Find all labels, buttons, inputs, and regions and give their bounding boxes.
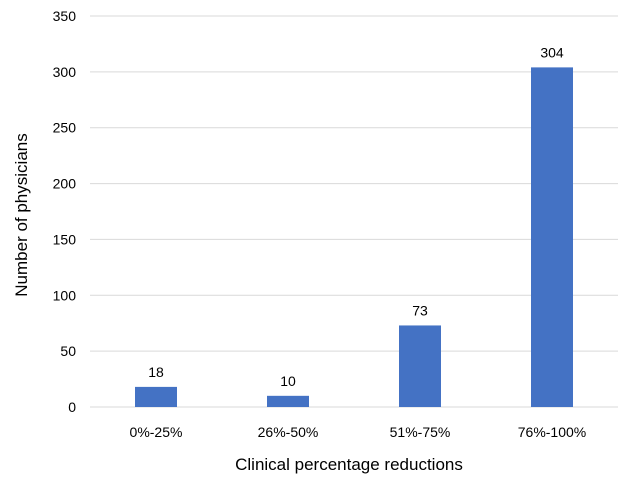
x-axis-title: Clinical percentage reductions: [235, 455, 463, 474]
x-axis-tick-labels: 0%-25% 26%-50% 51%-75% 76%-100%: [130, 424, 587, 440]
data-label: 73: [412, 302, 428, 318]
y-tick-label: 200: [53, 176, 77, 192]
y-axis-title: Number of physicians: [12, 133, 31, 296]
x-tick-label: 26%-50%: [258, 424, 319, 440]
y-axis-tick-labels: 0 50 100 150 200 250 300 350: [53, 8, 77, 415]
data-label: 18: [148, 364, 164, 380]
data-label: 304: [540, 44, 564, 60]
y-tick-label: 350: [53, 8, 77, 24]
x-tick-label: 0%-25%: [130, 424, 183, 440]
y-tick-label: 50: [60, 343, 76, 359]
y-tick-label: 250: [53, 120, 77, 136]
bar: [267, 395, 309, 407]
y-tick-label: 0: [68, 399, 76, 415]
bars: [135, 67, 573, 407]
gridlines: [90, 15, 618, 408]
x-tick-label: 76%-100%: [518, 424, 587, 440]
data-label: 10: [280, 373, 296, 389]
y-tick-label: 300: [53, 64, 77, 80]
bar: [399, 325, 441, 407]
bar: [135, 386, 177, 407]
y-tick-label: 150: [53, 231, 77, 247]
bar: [531, 67, 573, 407]
y-tick-label: 100: [53, 287, 77, 303]
data-labels: 18 10 73 304: [148, 44, 564, 388]
x-tick-label: 51%-75%: [390, 424, 451, 440]
